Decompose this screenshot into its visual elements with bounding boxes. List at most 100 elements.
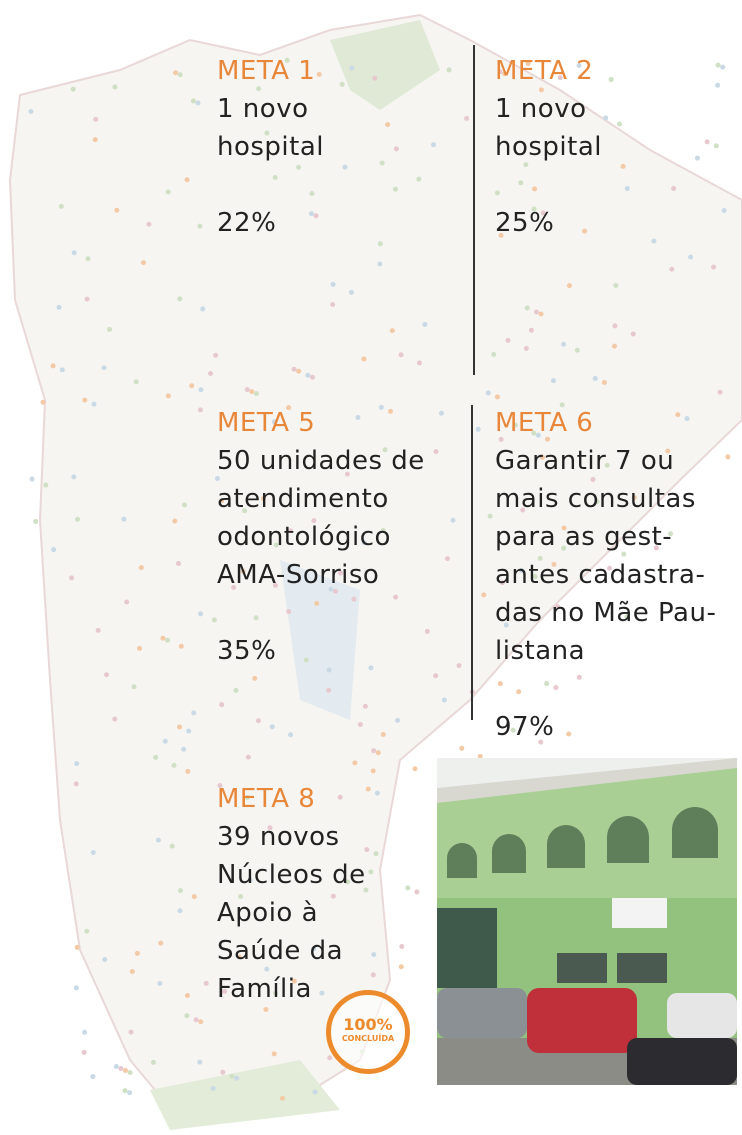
meta-text: atendimento — [217, 484, 389, 514]
map-dot — [165, 637, 171, 643]
map-dot — [671, 185, 677, 191]
map-dot — [137, 645, 143, 651]
map-dot — [355, 415, 361, 421]
map-dot — [73, 781, 79, 787]
map-dot — [393, 146, 399, 152]
map-dot — [85, 256, 91, 262]
map-dot — [339, 81, 345, 87]
map-dot — [424, 628, 430, 634]
meta-percent: 35% — [217, 636, 277, 666]
meta-text: hospital — [495, 132, 603, 162]
map-dot — [272, 582, 278, 588]
map-dot — [399, 943, 405, 949]
meta-block: META 6 Garantir 7 ou mais consultas para… — [495, 404, 742, 746]
meta-text: Núcleos de — [217, 860, 366, 890]
meta-percent: 25% — [495, 208, 555, 238]
map-dot — [82, 397, 88, 403]
map-dot — [669, 266, 675, 272]
map-dot — [520, 507, 526, 513]
map-dot — [566, 283, 572, 289]
map-dot — [73, 985, 79, 991]
window — [557, 953, 607, 983]
roof — [437, 758, 737, 803]
map-dot — [138, 565, 144, 571]
map-dot — [612, 323, 618, 329]
map-dot — [313, 213, 319, 219]
map-dot — [651, 238, 657, 244]
map-dot — [378, 404, 384, 410]
map-dot — [195, 100, 201, 106]
map-dot — [172, 518, 178, 524]
map-dot — [502, 71, 508, 77]
meta-text: odontológico — [217, 522, 391, 552]
meta-text: das no Mãe Pau- — [495, 598, 717, 628]
sign — [612, 898, 667, 928]
car — [667, 993, 737, 1038]
map-dot — [121, 516, 127, 522]
map-dot — [122, 1067, 128, 1073]
map-dot — [518, 568, 524, 574]
map-dot — [184, 1013, 190, 1019]
map-dot — [256, 86, 262, 92]
map-dot — [198, 387, 204, 393]
map-dot — [377, 261, 383, 267]
map-dot — [171, 762, 177, 768]
map-dot — [308, 211, 314, 217]
map-dot — [528, 327, 534, 333]
meta-title: META 8 — [217, 784, 316, 814]
map-dot — [84, 928, 90, 934]
meta-text: hospital — [217, 132, 325, 162]
map-dot — [311, 518, 317, 524]
map-dot — [93, 116, 99, 122]
map-dot — [244, 795, 250, 801]
map-dot — [236, 954, 242, 960]
meta-text: antes cadastra- — [495, 560, 706, 590]
map-dot — [264, 130, 270, 136]
map-dot — [197, 1059, 203, 1065]
map-dot — [711, 264, 717, 270]
map-dot — [90, 849, 96, 855]
map-dot — [373, 851, 379, 857]
map-dot — [498, 436, 504, 442]
map-dot — [613, 283, 619, 289]
map-dot — [181, 502, 187, 508]
map-dot — [351, 596, 357, 602]
map-dot — [242, 508, 248, 514]
map-dot — [444, 556, 450, 562]
map-dot — [551, 561, 557, 567]
badge-label: CONCLUÍDA — [341, 1034, 395, 1043]
map-dot — [524, 305, 530, 311]
map-dot — [510, 727, 516, 733]
green-area — [150, 1060, 340, 1130]
map-dot — [229, 1073, 235, 1079]
map-dot — [337, 794, 343, 800]
map-dot — [309, 374, 315, 380]
badge-value: 100% — [343, 1015, 393, 1034]
map-dot — [319, 990, 325, 996]
map-dot — [725, 454, 731, 460]
map-dot — [388, 408, 394, 414]
map-dot — [177, 888, 183, 894]
map-dot — [198, 611, 204, 617]
map-dot — [233, 688, 239, 694]
map-dot — [361, 540, 367, 546]
map-dot — [326, 667, 332, 673]
meta-block: META 2 1 novo hospital 25% — [495, 52, 602, 242]
map-dot — [252, 675, 258, 681]
map-dot — [311, 946, 317, 952]
map-dot — [398, 964, 404, 970]
map-dot — [91, 401, 97, 407]
map-dot — [538, 87, 544, 93]
map-dot — [150, 1059, 156, 1065]
map-dot — [592, 375, 598, 381]
map-dot — [177, 724, 183, 730]
map-dot — [438, 410, 444, 416]
map-dot — [485, 390, 491, 396]
map-dot — [219, 498, 225, 504]
map-dot — [412, 766, 418, 772]
map-dot — [165, 189, 171, 195]
map-dot — [28, 109, 34, 115]
map-dot — [245, 754, 251, 760]
map-dot — [345, 879, 351, 885]
map-dot — [363, 887, 369, 893]
